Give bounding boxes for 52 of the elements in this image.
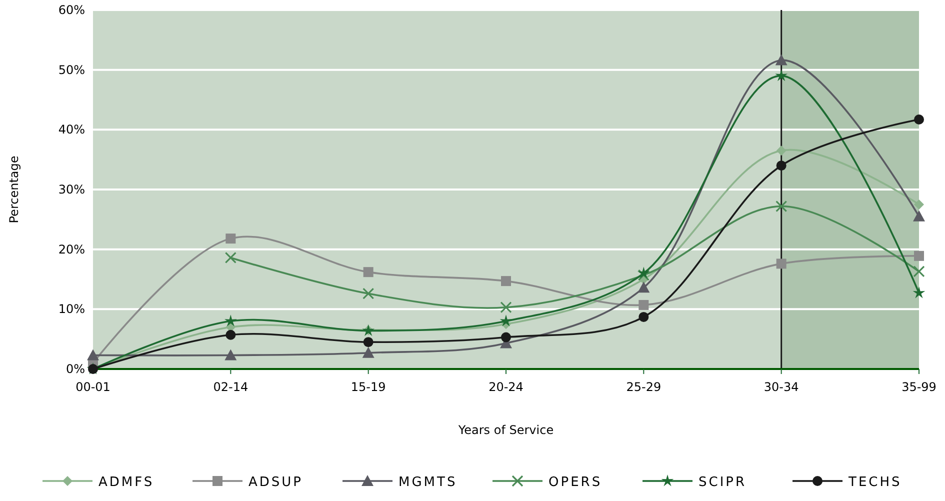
y-tick-label: 10%	[58, 302, 85, 316]
point	[912, 286, 926, 298]
point	[638, 282, 650, 293]
point	[775, 69, 788, 82]
point	[638, 312, 649, 322]
point	[776, 146, 786, 156]
y-tick-label: 30%	[58, 182, 85, 196]
x-tick-label: 30-34	[764, 380, 799, 394]
legend-label: OPERS	[548, 475, 602, 490]
legend-label: TECHS	[848, 475, 902, 490]
point	[362, 346, 374, 358]
y-tick-label: 50%	[58, 62, 85, 77]
point	[224, 349, 237, 360]
legend-label: SCIPR	[698, 475, 747, 490]
x-tick-label: 25-29	[626, 380, 662, 394]
point	[914, 250, 924, 261]
point	[501, 332, 511, 342]
legend-label: ADSUP	[248, 475, 304, 490]
point	[638, 300, 649, 310]
point	[914, 114, 924, 124]
point	[363, 337, 374, 348]
point	[224, 314, 237, 326]
y-tick-label: 20%	[58, 242, 85, 256]
point	[637, 266, 650, 279]
point	[362, 288, 374, 300]
x-tick-label: 20-24	[488, 380, 524, 394]
x-tick-label: 02-14	[213, 380, 248, 394]
x-tick-label: 00-01	[76, 380, 110, 394]
y-tick-label: 0%	[66, 362, 85, 376]
x-axis-title: Years of Service	[457, 423, 554, 437]
point	[500, 302, 512, 314]
point	[501, 276, 511, 286]
point	[775, 54, 788, 66]
x-tick-label: 15-19	[350, 380, 386, 394]
legend-label: ADMFS	[98, 475, 154, 490]
point	[87, 349, 99, 360]
point	[913, 266, 925, 278]
point	[776, 258, 786, 269]
point	[914, 199, 924, 210]
point	[776, 200, 788, 212]
x-tick-label: 35-99	[902, 380, 936, 394]
y-tick-label: 40%	[58, 122, 85, 137]
point	[776, 160, 786, 171]
point	[913, 210, 925, 222]
y-tick-label: 60%	[58, 3, 85, 17]
point	[226, 234, 236, 244]
point	[226, 330, 236, 340]
legend-label: MGMTS	[398, 475, 458, 490]
y-axis-title: Percentage	[7, 156, 21, 224]
point	[363, 267, 374, 278]
point	[500, 314, 512, 326]
point	[224, 252, 236, 264]
